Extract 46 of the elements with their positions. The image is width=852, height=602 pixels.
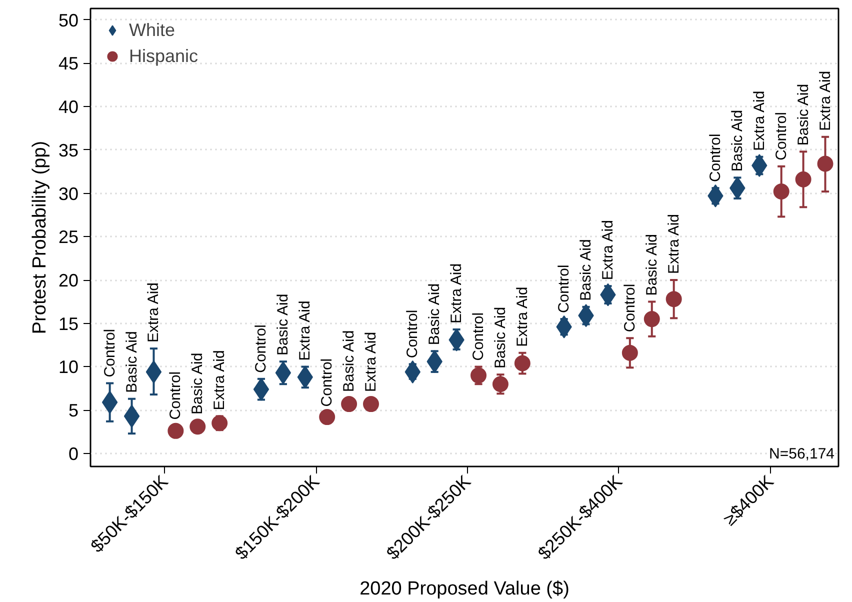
legend-label: White bbox=[129, 20, 176, 40]
y-tick-label: 10 bbox=[58, 357, 79, 378]
y-tick-label: 25 bbox=[58, 227, 79, 248]
data-label: Control bbox=[706, 134, 724, 182]
y-tick-label: 15 bbox=[58, 314, 79, 334]
y-tick-label: 30 bbox=[58, 184, 79, 204]
data-label: Extra Aid bbox=[665, 214, 682, 274]
y-tick-label: 50 bbox=[58, 10, 79, 30]
data-label: Control bbox=[621, 284, 638, 332]
data-label: Extra Aid bbox=[816, 70, 834, 131]
x-axis-title: 2020 Proposed Value ($) bbox=[360, 578, 570, 600]
data-label: Extra Aid bbox=[599, 220, 616, 280]
data-label: Basic Aid bbox=[578, 239, 595, 301]
data-label: Extra Aid bbox=[145, 282, 162, 343]
data-label: Basic Aid bbox=[492, 306, 509, 369]
data-label: Basic Aid bbox=[340, 330, 358, 392]
data-label: Basic Aid bbox=[643, 234, 660, 296]
y-tick-label: 5 bbox=[68, 400, 79, 421]
annotation: N=56,174 bbox=[769, 446, 835, 462]
data-label: Extra Aid bbox=[448, 263, 466, 324]
y-tick-label: 40 bbox=[58, 97, 79, 118]
data-label: Control bbox=[167, 371, 184, 420]
data-label: Control bbox=[101, 328, 118, 378]
data-label: Basic Aid bbox=[123, 331, 140, 393]
data-label: Control bbox=[470, 312, 488, 361]
y-tick-label: 35 bbox=[58, 140, 79, 160]
data-label: Basic Aid bbox=[189, 352, 206, 415]
data-label: Basic Aid bbox=[274, 294, 292, 356]
data-label: Extra Aid bbox=[211, 350, 228, 410]
data-label: Extra Aid bbox=[362, 332, 380, 392]
data-label: Extra Aid bbox=[514, 286, 531, 347]
data-label: Control bbox=[318, 358, 336, 407]
data-label: Basic Aid bbox=[426, 283, 444, 346]
data-label: Extra Aid bbox=[750, 90, 768, 151]
data-label: Control bbox=[556, 264, 573, 314]
y-tick-label: 0 bbox=[68, 444, 79, 464]
data-label: Control bbox=[772, 112, 790, 160]
y-tick-label: 20 bbox=[58, 270, 79, 291]
data-label: Basic Aid bbox=[728, 110, 746, 172]
y-tick-label: 45 bbox=[58, 54, 79, 74]
data-label: Control bbox=[404, 310, 422, 358]
legend-label: Hispanic bbox=[129, 46, 198, 66]
data-label: Basic Aid bbox=[794, 84, 812, 146]
y-axis-title: Protest Probability (pp) bbox=[29, 140, 50, 334]
data-label: Extra Aid bbox=[296, 300, 314, 361]
data-label: Control bbox=[252, 324, 270, 373]
